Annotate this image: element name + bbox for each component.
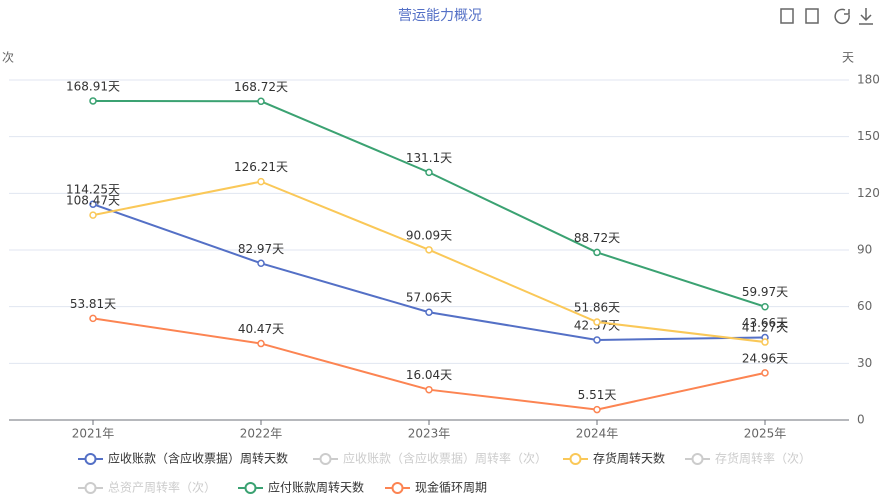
data-point: [593, 248, 601, 257]
data-label: 5.51天: [578, 388, 617, 402]
legend-label: 应付账款周转天数: [268, 480, 364, 495]
data-point: [761, 302, 769, 311]
data-label: 168.91天: [66, 79, 120, 93]
data-point: [257, 177, 265, 186]
data-point: [89, 314, 97, 323]
data-point: [761, 369, 769, 377]
data-point: [425, 385, 433, 394]
legend-item[interactable]: 应收账款（含应收票据）周转天数: [78, 451, 288, 466]
series-line: [92, 203, 766, 341]
legend-item[interactable]: 应收账款（含应收票据）周转率（次）: [313, 451, 547, 466]
y2-tick-label: 180: [857, 73, 880, 87]
tool-data-view[interactable]: [780, 8, 794, 24]
chart-title: 营运能力概况: [398, 8, 482, 24]
legend-item[interactable]: 总资产周转率（次）: [78, 480, 216, 495]
data-point: [425, 246, 433, 254]
data-label: 41.27天: [742, 321, 788, 335]
y2-tick-label: 120: [857, 186, 880, 200]
data-point: [593, 405, 601, 414]
data-label: 40.47天: [238, 322, 284, 336]
data-point: [761, 338, 769, 346]
y2-axis-label: 天: [842, 51, 854, 65]
data-label: 168.72天: [234, 80, 288, 94]
data-label: 24.96天: [742, 351, 788, 365]
legend-item[interactable]: 存货周转天数: [563, 451, 665, 466]
data-label: 126.21天: [234, 160, 288, 174]
legend-label: 应收账款（含应收票据）周转天数: [108, 451, 288, 466]
legend-icon: [84, 482, 97, 494]
legend-label: 存货周转率（次）: [715, 451, 811, 466]
data-point: [257, 339, 265, 348]
data-label: 53.81天: [70, 297, 116, 311]
x-tick-label: 2025年: [744, 427, 787, 441]
data-label: 88.72天: [574, 231, 620, 245]
series-line: [92, 180, 766, 344]
data-point: [425, 308, 433, 316]
legend-icon: [244, 482, 257, 494]
data-label: 90.09天: [406, 228, 452, 242]
data-label: 131.1天: [406, 151, 452, 165]
data-label: 82.97天: [238, 242, 284, 256]
data-point: [593, 318, 601, 326]
data-label: 43.66天: [742, 316, 788, 330]
legend-label: 应收账款（含应收票据）周转率（次）: [343, 451, 547, 466]
x-tick-label: 2021年: [72, 427, 115, 441]
data-label: 57.06天: [406, 291, 452, 305]
data-point: [425, 168, 433, 177]
data-point: [257, 259, 265, 268]
data-point: [89, 97, 97, 105]
data-point: [89, 211, 97, 219]
legend-item[interactable]: 存货周转率（次）: [685, 451, 811, 466]
data-point: [257, 97, 265, 106]
series-line: [92, 317, 766, 411]
tool-refresh[interactable]: [834, 8, 850, 25]
legend-label: 总资产周转率（次）: [108, 480, 216, 495]
legend-icon: [569, 453, 582, 465]
x-tick-label: 2022年: [240, 427, 283, 441]
series-line: [92, 99, 766, 308]
legend-item[interactable]: 应付账款周转天数: [238, 480, 364, 495]
data-point: [593, 336, 601, 344]
legend-icon: [319, 453, 332, 465]
y-axis-label: 次: [2, 51, 14, 65]
tool-restore-view[interactable]: [805, 8, 819, 24]
data-label: 59.97天: [742, 285, 788, 299]
y2-tick-label: 60: [857, 299, 872, 313]
data-point: [89, 200, 97, 208]
legend-icon: [691, 453, 704, 465]
legend-icon: [391, 482, 404, 494]
data-label: 108.47天: [66, 194, 120, 208]
data-label: 51.86天: [574, 301, 620, 315]
y2-tick-label: 150: [857, 129, 880, 143]
y2-tick-label: 0: [857, 413, 865, 427]
y2-tick-label: 30: [857, 356, 872, 370]
y2-tick-label: 90: [857, 243, 872, 257]
x-tick-label: 2023年: [408, 427, 451, 441]
legend-icon: [84, 453, 97, 465]
legend-label: 现金循环周期: [415, 480, 487, 495]
tool-download[interactable]: [859, 8, 873, 25]
x-tick-label: 2024年: [576, 427, 619, 441]
toolbox[interactable]: [780, 8, 873, 25]
legend-label: 存货周转天数: [593, 451, 665, 466]
legend-item[interactable]: 现金循环周期: [385, 480, 487, 495]
data-label: 16.04天: [406, 368, 452, 382]
data-label: 114.25天: [66, 183, 120, 197]
